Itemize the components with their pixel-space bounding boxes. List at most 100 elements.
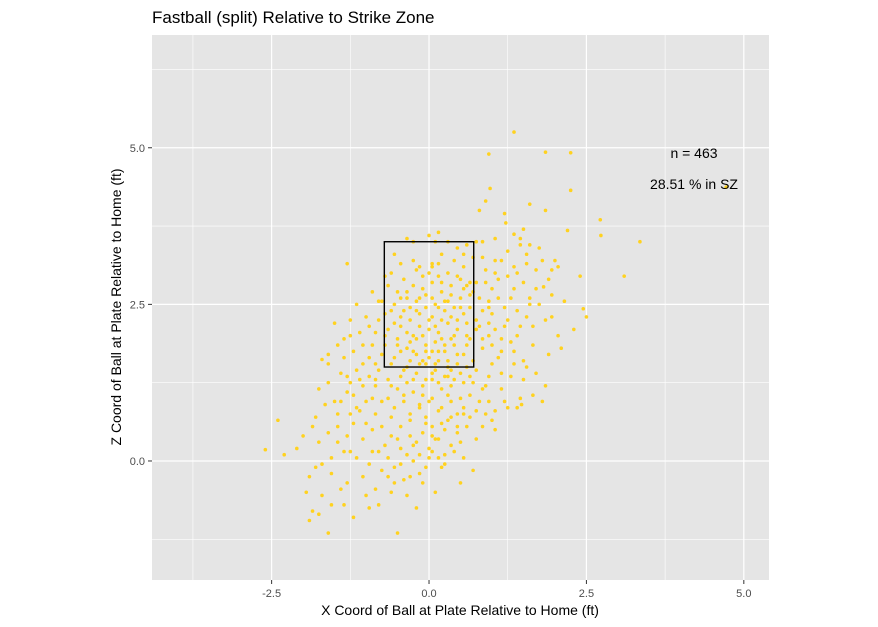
- data-point: [373, 362, 378, 366]
- data-point: [504, 221, 508, 225]
- data-point: [326, 352, 331, 357]
- data-point: [414, 308, 419, 313]
- data-point: [408, 474, 412, 479]
- data-point: [326, 380, 331, 385]
- data-point: [461, 412, 466, 416]
- data-point: [386, 456, 390, 460]
- data-point: [509, 340, 513, 344]
- data-point: [549, 268, 554, 272]
- data-point: [442, 343, 447, 347]
- data-point: [439, 290, 444, 294]
- data-point: [461, 252, 466, 257]
- data-point: [455, 412, 460, 416]
- data-point: [430, 296, 434, 300]
- data-point: [439, 421, 444, 426]
- data-point: [458, 296, 463, 300]
- data-point: [442, 427, 447, 432]
- data-point: [430, 264, 434, 269]
- data-point: [480, 387, 485, 391]
- data-point: [380, 424, 384, 429]
- data-point: [518, 396, 523, 401]
- data-point: [408, 318, 412, 322]
- data-point: [405, 290, 409, 294]
- data-point: [521, 280, 526, 285]
- data-point: [474, 409, 479, 413]
- data-point: [599, 233, 603, 238]
- data-point: [398, 349, 403, 354]
- data-point: [364, 493, 368, 498]
- data-point: [524, 261, 529, 266]
- data-point: [442, 462, 447, 466]
- data-point: [424, 415, 428, 419]
- strike-zone-pct-annotation: 28.51 % in SZ: [650, 176, 738, 192]
- data-point: [549, 315, 554, 319]
- data-point: [493, 271, 497, 275]
- data-point: [386, 283, 390, 288]
- data-point: [357, 330, 362, 335]
- data-point: [405, 380, 409, 385]
- data-point: [370, 427, 375, 432]
- data-point: [263, 447, 268, 452]
- data-point: [402, 368, 406, 372]
- data-point: [376, 368, 381, 372]
- data-point: [373, 330, 378, 335]
- data-point: [461, 456, 466, 460]
- data-point: [449, 293, 453, 297]
- data-point: [424, 293, 428, 297]
- data-point: [515, 308, 519, 313]
- data-point: [386, 396, 390, 401]
- data-point: [527, 243, 532, 247]
- data-point: [439, 318, 444, 322]
- data-point: [430, 424, 434, 429]
- data-point: [442, 374, 447, 379]
- data-point: [348, 412, 353, 416]
- data-point: [405, 346, 409, 351]
- data-point: [439, 465, 444, 470]
- data-point: [430, 371, 434, 376]
- data-point: [392, 321, 397, 325]
- data-point: [307, 518, 312, 523]
- data-point: [562, 299, 567, 304]
- data-point: [531, 393, 535, 398]
- data-point: [317, 440, 321, 444]
- data-point: [364, 399, 368, 404]
- data-point: [446, 271, 450, 275]
- data-point: [436, 456, 441, 460]
- data-point: [370, 396, 375, 401]
- chart-title: Fastball (split) Relative to Strike Zone: [152, 8, 435, 27]
- data-point: [427, 399, 431, 404]
- data-point: [367, 324, 372, 329]
- data-point: [417, 324, 422, 329]
- data-point: [417, 452, 422, 457]
- data-point: [568, 188, 573, 193]
- data-point: [408, 305, 412, 310]
- data-point: [402, 477, 406, 482]
- data-point: [439, 252, 444, 257]
- data-point: [474, 280, 479, 285]
- data-point: [487, 299, 491, 304]
- data-point: [493, 427, 497, 432]
- data-point: [515, 405, 519, 410]
- data-point: [335, 440, 340, 444]
- data-point: [568, 150, 573, 155]
- data-point: [436, 261, 441, 266]
- data-point: [427, 327, 431, 332]
- y-tick-label: 2.5: [130, 299, 145, 311]
- data-point: [411, 258, 416, 263]
- data-point: [446, 418, 450, 423]
- data-point: [455, 430, 460, 435]
- data-point: [348, 318, 353, 322]
- data-point: [499, 387, 504, 391]
- data-point: [512, 130, 516, 134]
- data-point: [402, 399, 406, 404]
- data-point: [417, 264, 422, 269]
- data-point: [427, 355, 431, 360]
- data-point: [424, 349, 428, 354]
- data-point: [351, 515, 356, 520]
- data-point: [436, 230, 441, 235]
- data-point: [524, 315, 529, 319]
- data-point: [342, 449, 346, 454]
- data-point: [512, 232, 516, 237]
- data-point: [414, 440, 419, 444]
- data-point: [357, 409, 362, 413]
